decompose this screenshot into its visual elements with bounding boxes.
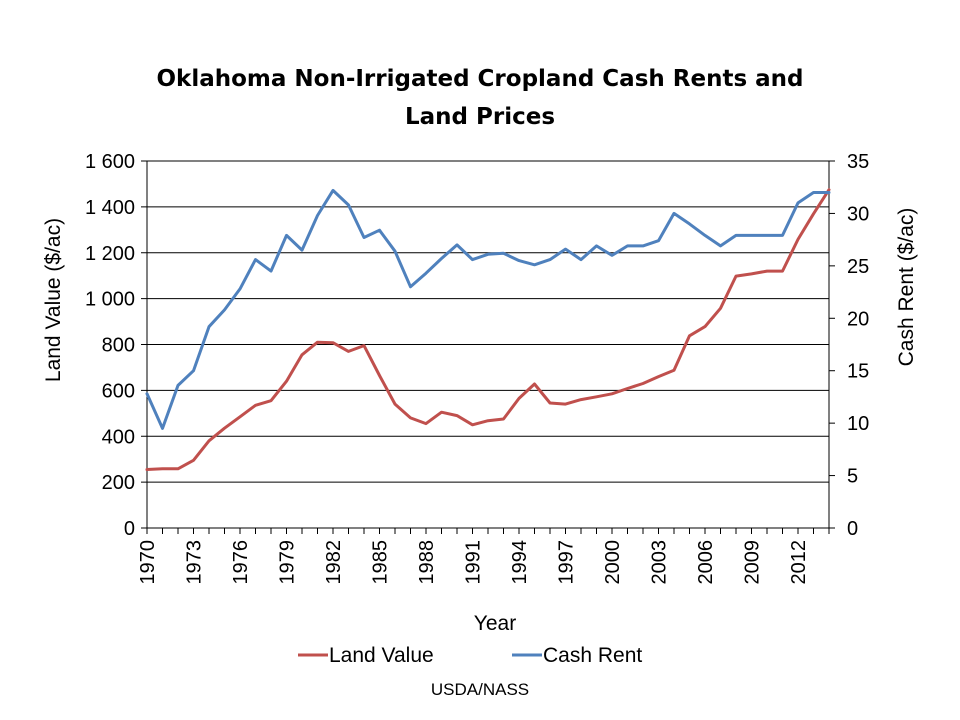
chart-title-line: Land Prices bbox=[405, 104, 555, 130]
x-tick-label: 1985 bbox=[370, 540, 392, 585]
x-tick-label: 2000 bbox=[602, 540, 624, 585]
gridlines bbox=[141, 160, 835, 534]
y-left-tick-label: 1 400 bbox=[85, 197, 135, 219]
y-left-tick-label: 600 bbox=[102, 380, 135, 402]
x-tick-label: 2006 bbox=[695, 540, 717, 585]
x-tick-label: 2003 bbox=[649, 540, 671, 585]
chart-title: Oklahoma Non-Irrigated Cropland Cash Ren… bbox=[156, 66, 803, 130]
y-left-tick-label: 800 bbox=[102, 335, 135, 357]
legend: Land Value Cash Rent bbox=[298, 644, 642, 667]
y-left-tick-label: 0 bbox=[124, 518, 135, 540]
y-left-tick-label: 400 bbox=[102, 426, 135, 448]
x-axis-label: Year bbox=[474, 612, 516, 635]
y-left-tick-labels: 0 200 400 600 800 1 000 1 200 1 400 1 600 bbox=[85, 151, 135, 540]
x-tick-label: 2009 bbox=[742, 540, 764, 585]
y-right-tick-labels: 0 5 10 15 20 25 30 35 bbox=[847, 151, 869, 540]
y-right-tick-label: 25 bbox=[847, 256, 869, 278]
source-note: USDA/NASS bbox=[431, 680, 529, 699]
x-tick-label: 1982 bbox=[323, 540, 345, 585]
y-right-tick-label: 0 bbox=[847, 518, 858, 540]
x-tick-label: 1976 bbox=[230, 540, 252, 585]
y-right-tick-label: 30 bbox=[847, 203, 869, 225]
y-left-tick-label: 1 600 bbox=[85, 151, 135, 173]
y-right-tick-label: 20 bbox=[847, 308, 869, 330]
series-lines bbox=[145, 188, 831, 471]
legend-label-cash-rent: Cash Rent bbox=[543, 644, 642, 667]
y-left-tick-label: 1 200 bbox=[85, 243, 135, 265]
y-right-tick-label: 35 bbox=[847, 151, 869, 173]
x-tick-label: 1994 bbox=[509, 540, 531, 585]
legend-label-land-value: Land Value bbox=[329, 644, 434, 667]
chart-title-line: Oklahoma Non-Irrigated Cropland Cash Ren… bbox=[156, 66, 803, 92]
y-right-tick-label: 5 bbox=[847, 466, 858, 488]
y-right-tick-label: 15 bbox=[847, 361, 869, 383]
x-tick-label: 1988 bbox=[416, 540, 438, 585]
x-tick-label: 1979 bbox=[277, 540, 299, 585]
y-left-tick-label: 1 000 bbox=[85, 289, 135, 311]
x-tick-label: 1970 bbox=[137, 540, 159, 585]
y-left-tick-label: 200 bbox=[102, 472, 135, 494]
x-tick-labels: 1970 1973 1976 1979 1982 1985 1988 1991 1994 1997… bbox=[137, 540, 810, 585]
x-tick-label: 1997 bbox=[556, 540, 578, 585]
x-tick-label: 1991 bbox=[463, 540, 485, 585]
y-right-tick-label: 10 bbox=[847, 413, 869, 435]
series-line-cash-rent bbox=[145, 188, 831, 430]
x-tick-label: 1973 bbox=[184, 540, 206, 585]
y-left-axis-label: Land Value ($/ac) bbox=[42, 218, 65, 382]
x-tick-label: 2012 bbox=[788, 540, 810, 585]
series-line-land-value bbox=[145, 188, 831, 471]
y-right-axis-label: Cash Rent ($/ac) bbox=[895, 208, 918, 367]
